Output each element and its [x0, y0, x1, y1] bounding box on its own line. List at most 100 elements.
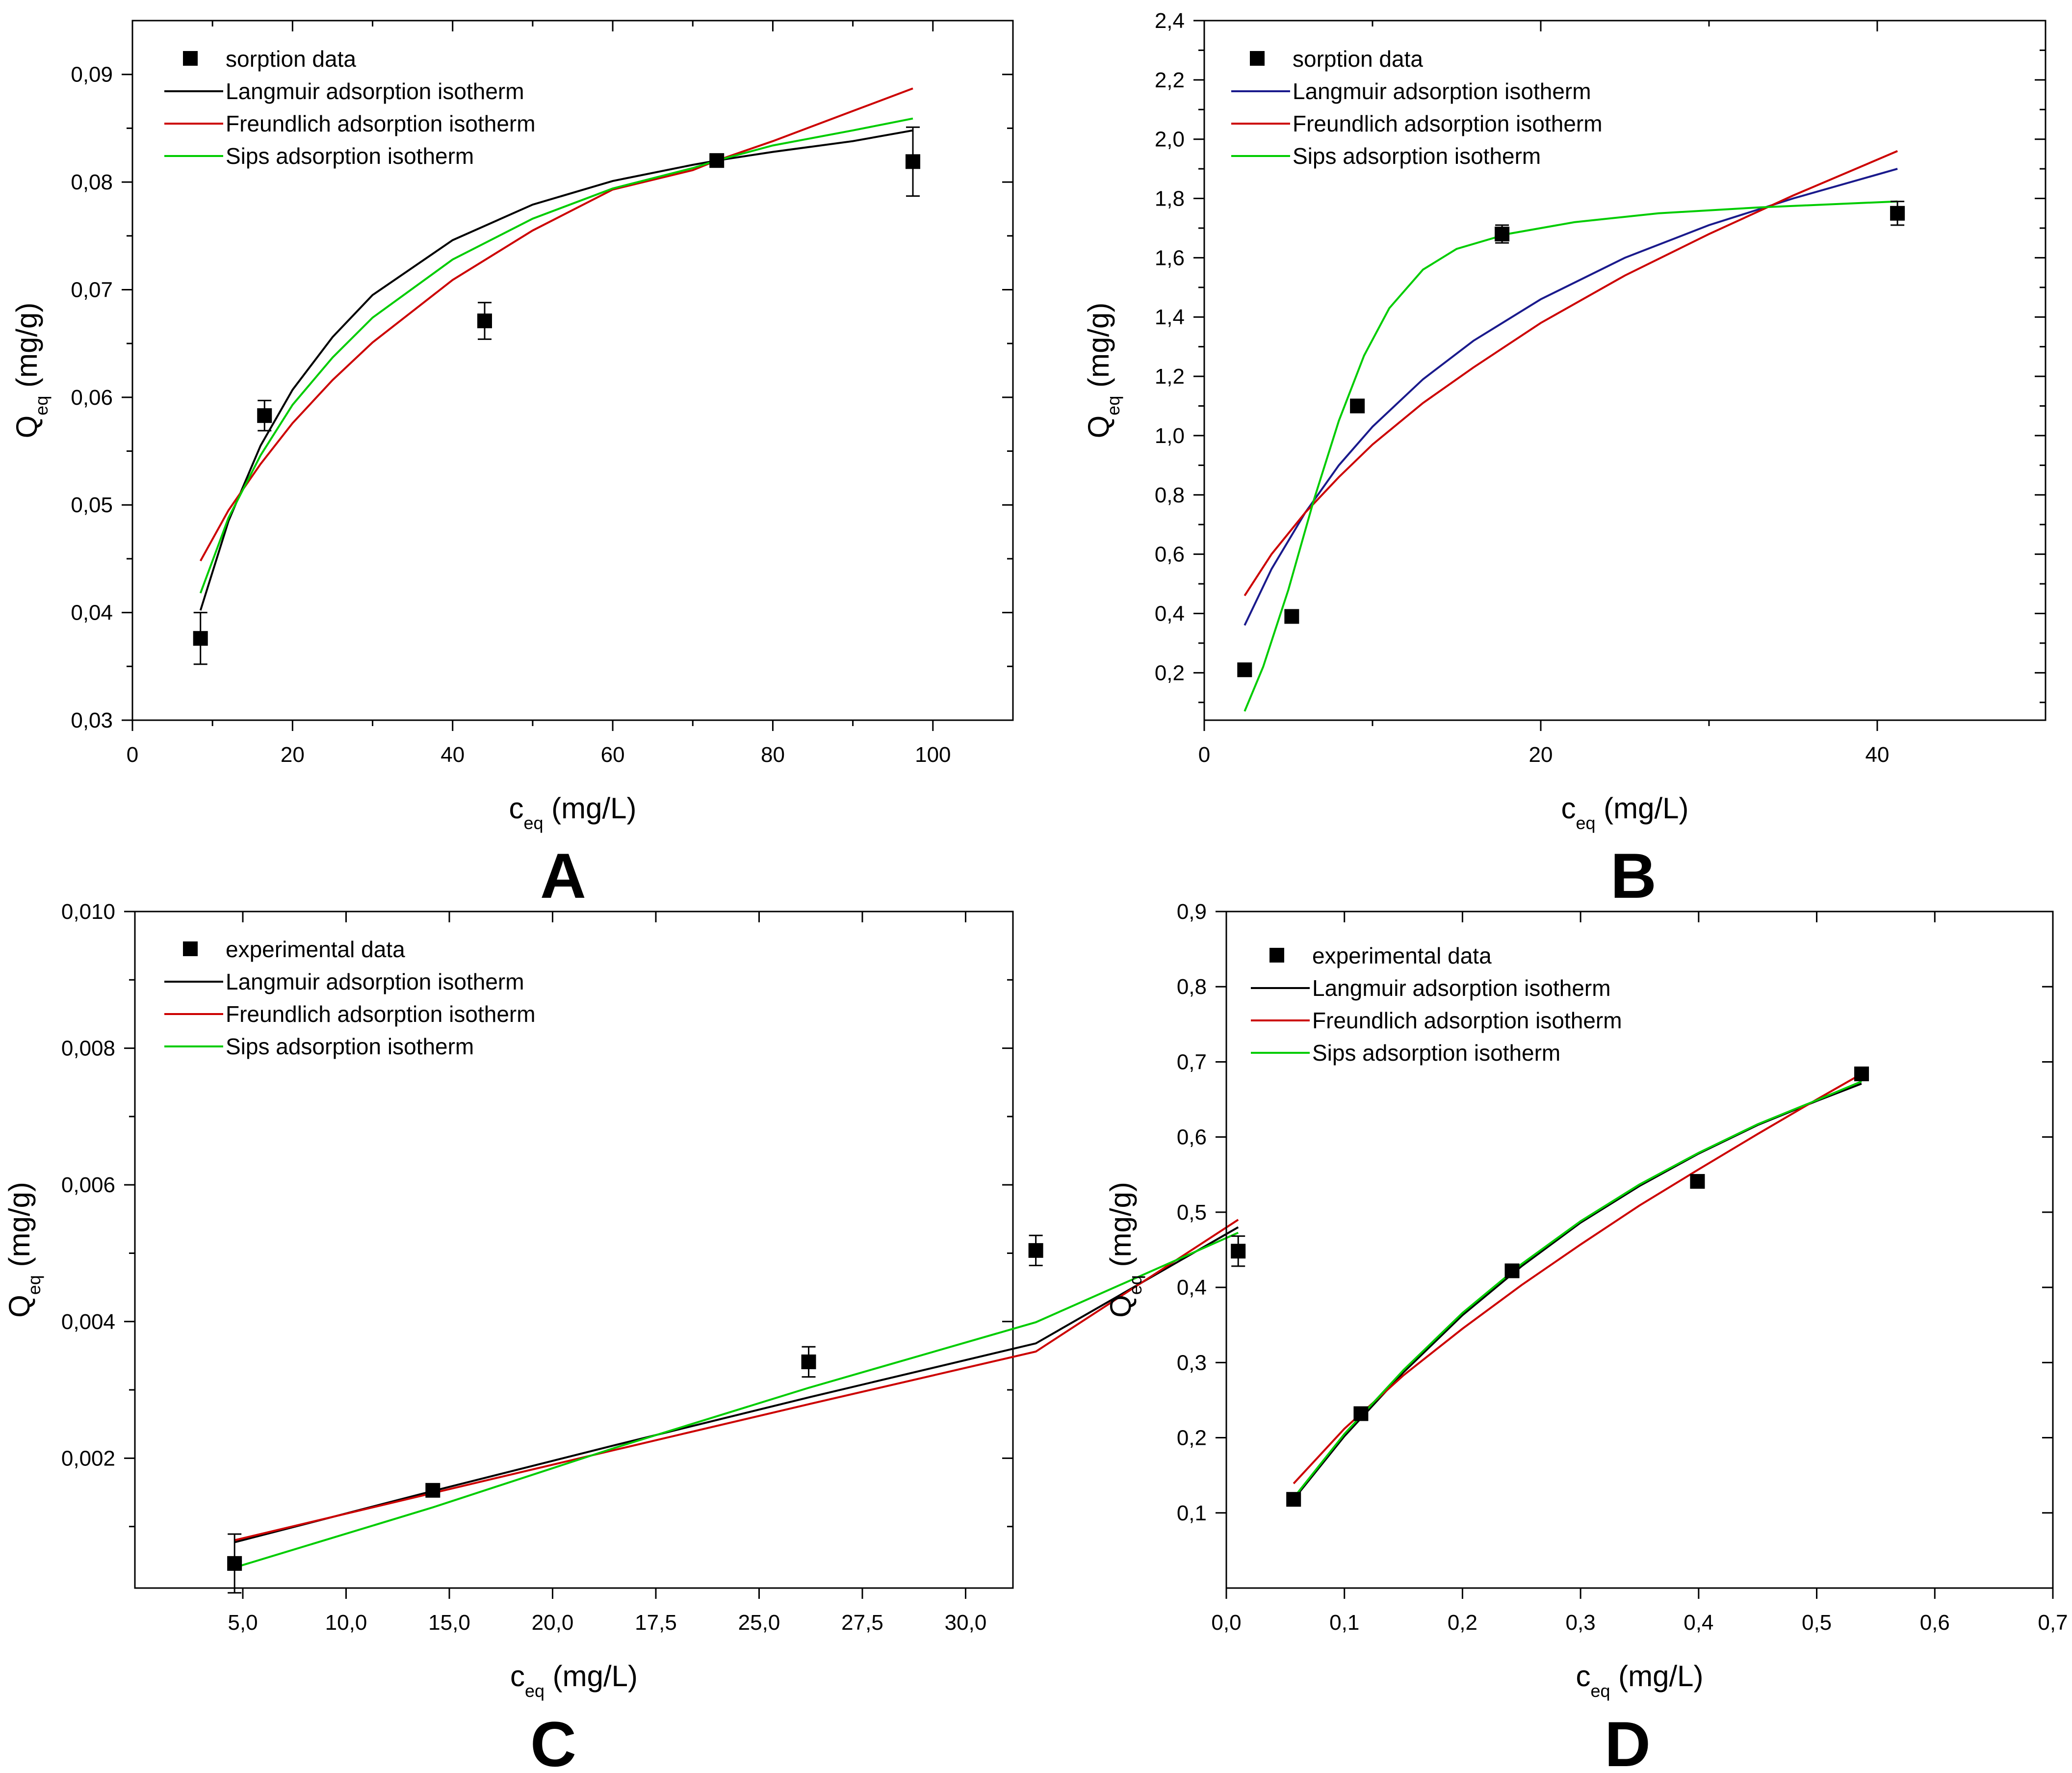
x-tick-label: 60	[601, 743, 625, 767]
data-point	[1028, 1243, 1043, 1258]
x-tick-label: 40	[1865, 743, 1890, 767]
y-tick-label: 0,8	[1155, 483, 1185, 507]
legend-label: Sips adsorption isotherm	[1312, 1040, 1560, 1066]
y-tick-label: 2,2	[1155, 68, 1185, 92]
legend-label: sorption data	[226, 46, 356, 72]
y-tick-label: 0,8	[1177, 975, 1207, 999]
y-tick-label: 0,07	[71, 278, 113, 302]
y-tick-label: 0,5	[1177, 1200, 1207, 1225]
panel-letter: C	[530, 1708, 576, 1773]
y-tick-label: 0,9	[1177, 900, 1207, 924]
series-line-sips	[234, 1231, 1239, 1569]
legend-label: Sips adsorption isotherm	[226, 143, 474, 169]
x-tick-label: 30,0	[945, 1611, 987, 1635]
data-point	[709, 153, 725, 168]
y-tick-label: 0,002	[61, 1446, 115, 1470]
y-tick-label: 0,05	[71, 493, 113, 517]
x-axis-title: ceq (mg/L)	[1576, 1660, 1703, 1701]
y-axis-title: Qeq (mg/g)	[10, 303, 52, 439]
legend-label: Sips adsorption isotherm	[1293, 143, 1541, 169]
plot-frame	[134, 911, 1014, 1589]
x-tick-label: 10,0	[325, 1611, 367, 1635]
y-tick-label: 0,09	[71, 63, 113, 87]
panel-letter: B	[1610, 840, 1657, 912]
legend-label: Freundlich adsorption isotherm	[1293, 111, 1603, 136]
legend-label: Freundlich adsorption isotherm	[1312, 1008, 1622, 1033]
y-tick-label: 0,03	[71, 708, 113, 732]
y-axis-title: Qeq (mg/g)	[1082, 303, 1123, 439]
x-tick-label: 15,0	[428, 1611, 470, 1635]
series-line-langmuir	[1243, 168, 1898, 626]
x-tick-label: 5,0	[228, 1611, 258, 1635]
series-line-sips	[1293, 1080, 1862, 1499]
series-line-langmuir	[199, 129, 913, 611]
plot-frame	[1225, 911, 2054, 1589]
x-tick-label: 25,0	[738, 1611, 780, 1635]
data-point	[193, 631, 208, 646]
data-point	[1237, 662, 1252, 678]
x-axis-title: ceq (mg/L)	[1561, 792, 1688, 833]
data-point	[1854, 1066, 1869, 1081]
x-tick-label: 17,5	[635, 1611, 677, 1635]
x-axis-title: ceq (mg/L)	[509, 792, 636, 833]
x-tick-label: 20	[281, 743, 305, 767]
panel-letter: D	[1605, 1708, 1651, 1773]
x-tick-label: 0,0	[1211, 1611, 1241, 1635]
x-tick-label: 0,2	[1448, 1611, 1477, 1635]
y-tick-label: 0,004	[61, 1310, 115, 1334]
plot-frame	[1203, 20, 2046, 721]
data-point	[1284, 609, 1299, 624]
x-tick-label: 0	[127, 743, 138, 767]
data-point	[1890, 206, 1905, 221]
legend-label: Langmuir adsorption isotherm	[226, 78, 524, 104]
y-tick-label: 0,7	[1177, 1050, 1207, 1074]
y-tick-label: 1,4	[1155, 305, 1185, 329]
legend-label: Langmuir adsorption isotherm	[1312, 975, 1611, 1001]
plot-frame	[131, 20, 1014, 721]
x-tick-label: 100	[915, 743, 951, 767]
series-line-freundlich	[234, 1219, 1239, 1541]
data-point	[1231, 1244, 1246, 1259]
data-point	[227, 1556, 242, 1571]
legend-label: Langmuir adsorption isotherm	[1293, 78, 1591, 104]
y-tick-label: 0,2	[1177, 1426, 1207, 1450]
data-point	[1495, 227, 1510, 242]
series-line-langmuir	[234, 1226, 1239, 1543]
x-tick-label: 27,5	[841, 1611, 883, 1635]
panel-letter: A	[540, 840, 586, 912]
x-tick-label: 0,5	[1802, 1611, 1832, 1635]
y-tick-label: 0,3	[1177, 1351, 1207, 1375]
y-tick-label: 0,008	[61, 1037, 115, 1061]
x-tick-label: 0,1	[1329, 1611, 1359, 1635]
x-tick-label: 40	[440, 743, 465, 767]
series-line-freundlich	[1293, 1073, 1862, 1485]
data-point	[1286, 1492, 1301, 1507]
data-point	[1690, 1174, 1705, 1189]
legend-label: sorption data	[1293, 46, 1423, 72]
y-tick-label: 0,4	[1155, 601, 1185, 626]
y-tick-label: 0,010	[61, 900, 115, 924]
y-tick-label: 0,6	[1155, 543, 1185, 567]
y-axis-title: Qeq (mg/g)	[1104, 1182, 1145, 1318]
y-tick-label: 0,1	[1177, 1501, 1207, 1525]
y-tick-label: 0,08	[71, 170, 113, 194]
data-point	[801, 1354, 816, 1369]
data-point	[1350, 398, 1365, 414]
y-tick-label: 0,4	[1177, 1276, 1207, 1300]
series-line-langmuir	[1293, 1083, 1862, 1500]
legend-label: Sips adsorption isotherm	[226, 1034, 474, 1059]
legend-label: experimental data	[226, 937, 405, 962]
y-tick-label: 1,0	[1155, 424, 1185, 448]
y-tick-label: 1,2	[1155, 365, 1185, 389]
chart-panel-b: 0 20 40 0,2 0,4 0,6 0,8 1,0 1,2 1,4 1,6 1,8 2,0 2,2 2,…	[1082, 9, 2046, 912]
y-tick-label: 0,2	[1155, 661, 1185, 685]
data-point	[425, 1483, 440, 1498]
series-line-freundlich	[1243, 150, 1898, 597]
y-axis-title: Qeq (mg/g)	[3, 1182, 44, 1318]
y-tick-label: 0,04	[71, 601, 113, 625]
chart-panel-d: 0,0 0,1 0,2 0,3 0,4 0,5 0,6 0,7 0,1 0,2 0,3 0,4 0,5 0…	[1104, 900, 2068, 1773]
x-tick-label: 0,4	[1684, 1611, 1713, 1635]
y-tick-label: 1,6	[1155, 246, 1185, 270]
data-point	[1504, 1263, 1520, 1278]
